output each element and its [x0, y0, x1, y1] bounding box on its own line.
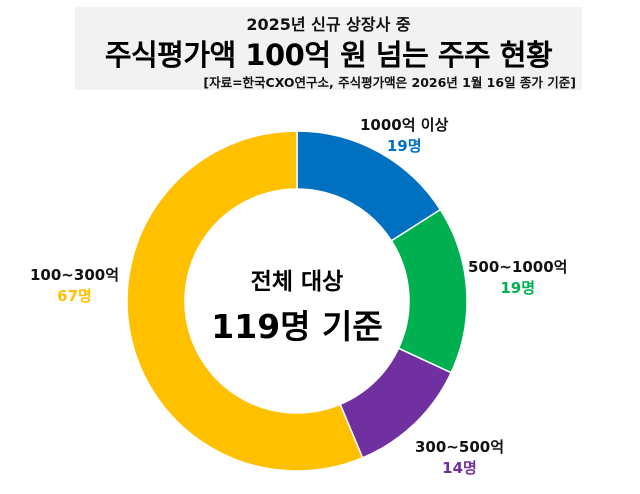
slice-category: 1000억 이상	[360, 116, 449, 134]
slice-value: 19명	[386, 137, 422, 155]
slice-category: 300~500억	[415, 438, 504, 456]
slice-label-3: 100~300억 67명	[30, 265, 119, 307]
center-line-1: 전체 대상	[250, 269, 344, 295]
slice-value: 67명	[57, 287, 92, 305]
chart-subtitle: 2025년 신규 상장사 중	[246, 15, 411, 34]
slice-label-2: 300~500억 14명	[415, 437, 504, 479]
source-note: [자료=한국CXO연구소, 주식평가액은 2026년 1월 16일 종가 기준]	[203, 75, 576, 90]
center-line-2: 119명 기준	[211, 307, 383, 346]
chart-title: 주식평가액 100억 원 넘는 주주 현황	[104, 38, 553, 72]
slice-value: 19명	[500, 279, 536, 297]
slice-label-0: 1000억 이상 19명	[360, 115, 448, 157]
donut-slice-1	[390, 208, 468, 374]
slice-label-1: 500~1000억 19명	[468, 257, 567, 299]
slice-value: 14명	[442, 459, 477, 477]
donut-slice-3	[126, 130, 364, 472]
slice-category: 100~300억	[30, 266, 119, 284]
header: 2025년 신규 상장사 중 주식평가액 100억 원 넘는 주주 현황 [자료…	[75, 7, 582, 90]
slice-category: 500~1000억	[468, 258, 568, 276]
center-label: 전체 대상 119명 기준	[197, 262, 397, 348]
